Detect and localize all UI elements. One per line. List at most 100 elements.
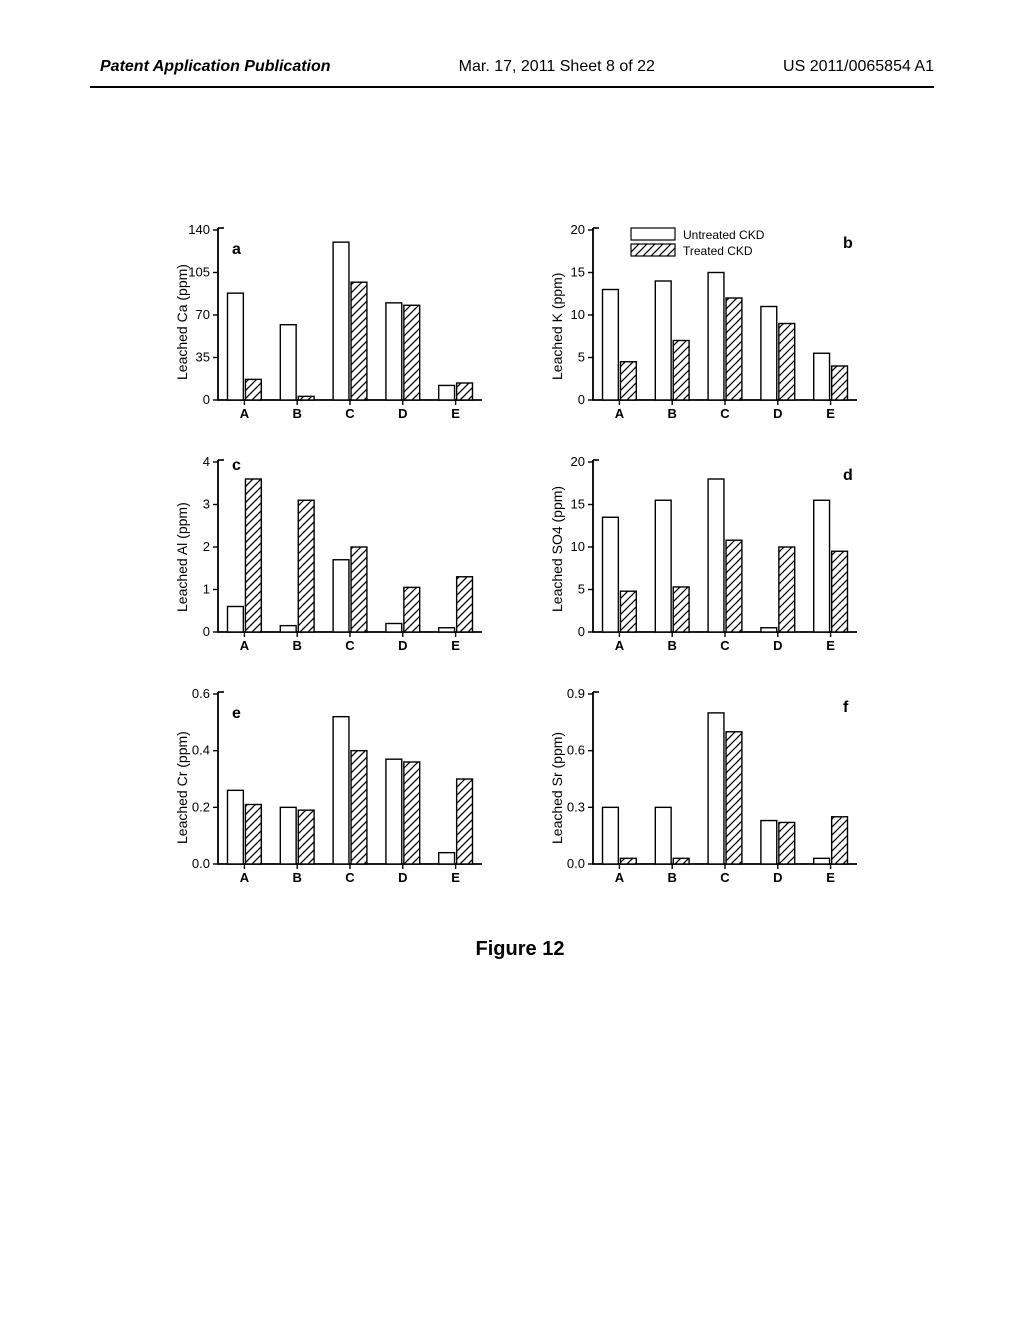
- chart-e: 0.00.20.40.6ABCDEeLeached Cr (ppm): [160, 684, 490, 894]
- bar-untreated-A: [228, 790, 244, 864]
- ylabel-d: Leached SO4 (ppm): [549, 486, 565, 612]
- panel-label-e: e: [232, 705, 241, 722]
- ytick-label: 0: [203, 392, 210, 407]
- panel-label-a: a: [232, 241, 241, 258]
- header-right: US 2011/0065854 A1: [783, 58, 934, 76]
- xtick-label: D: [773, 638, 782, 653]
- ytick-label: 10: [571, 539, 585, 554]
- legend-label-treated: Treated CKD: [683, 244, 753, 258]
- page: Patent Application Publication Mar. 17, …: [0, 0, 1024, 1320]
- bar-treated-E: [832, 817, 848, 864]
- chart-a: 03570105140ABCDEaLeached Ca (ppm): [160, 220, 490, 430]
- ytick-label: 1: [203, 582, 210, 597]
- chart-c: 01234ABCDEcLeached Al (ppm): [160, 452, 490, 662]
- xtick-label: E: [826, 870, 835, 885]
- xtick-label: B: [668, 406, 677, 421]
- bar-untreated-C: [708, 479, 724, 632]
- bar-treated-B: [298, 396, 314, 400]
- bar-treated-E: [832, 366, 848, 400]
- bar-untreated-A: [603, 290, 619, 401]
- xtick-label: A: [615, 870, 625, 885]
- bar-untreated-C: [708, 273, 724, 401]
- ytick-label: 3: [203, 497, 210, 512]
- bar-untreated-A: [603, 807, 619, 864]
- bar-treated-C: [351, 751, 367, 864]
- ytick-label: 0.3: [567, 799, 585, 814]
- legend-swatch-treated: [631, 244, 675, 256]
- bar-untreated-D: [761, 628, 777, 632]
- bar-untreated-A: [228, 293, 244, 400]
- bar-untreated-C: [333, 717, 349, 864]
- chart-e-svg: 0.00.20.40.6ABCDEe: [160, 684, 490, 894]
- bar-treated-D: [404, 305, 420, 400]
- xtick-label: C: [345, 638, 355, 653]
- bar-untreated-C: [333, 560, 349, 632]
- bar-treated-C: [351, 547, 367, 632]
- page-header: Patent Application Publication Mar. 17, …: [0, 58, 1024, 76]
- ytick-label: 15: [571, 265, 585, 280]
- xtick-label: C: [720, 406, 730, 421]
- bar-untreated-E: [814, 353, 830, 400]
- bar-untreated-D: [386, 759, 402, 864]
- ylabel-f: Leached Sr (ppm): [549, 732, 565, 844]
- bar-treated-D: [779, 324, 795, 401]
- xtick-label: A: [615, 638, 625, 653]
- ylabel-c: Leached Al (ppm): [174, 502, 190, 612]
- bar-untreated-C: [708, 713, 724, 864]
- ytick-label: 0.4: [192, 743, 210, 758]
- bar-treated-C: [351, 282, 367, 400]
- bar-treated-A: [620, 858, 636, 864]
- panel-label-d: d: [843, 467, 853, 484]
- bar-treated-A: [245, 479, 261, 632]
- chart-b: 05101520ABCDEbUntreated CKDTreated CKDLe…: [535, 220, 865, 430]
- xtick-label: E: [826, 638, 835, 653]
- bar-untreated-D: [761, 307, 777, 401]
- ytick-label: 20: [571, 222, 585, 237]
- bar-untreated-D: [761, 821, 777, 864]
- ytick-label: 105: [188, 265, 210, 280]
- bar-untreated-B: [280, 807, 296, 864]
- xtick-label: D: [773, 406, 782, 421]
- ytick-label: 0.0: [192, 856, 210, 871]
- ytick-label: 140: [188, 222, 210, 237]
- figure-12: 03570105140ABCDEaLeached Ca (ppm) 051015…: [160, 220, 880, 961]
- xtick-label: A: [240, 638, 250, 653]
- legend-label-untreated: Untreated CKD: [683, 228, 765, 242]
- xtick-label: B: [293, 406, 302, 421]
- bar-untreated-B: [280, 626, 296, 632]
- bar-treated-D: [779, 822, 795, 864]
- bar-treated-E: [457, 779, 473, 864]
- bar-treated-E: [457, 383, 473, 400]
- xtick-label: D: [398, 870, 407, 885]
- bar-untreated-B: [655, 807, 671, 864]
- bar-treated-B: [673, 341, 689, 401]
- bar-treated-A: [245, 805, 261, 865]
- ytick-label: 2: [203, 539, 210, 554]
- bar-untreated-E: [439, 628, 455, 632]
- ytick-label: 0.0: [567, 856, 585, 871]
- ylabel-e: Leached Cr (ppm): [174, 731, 190, 844]
- xtick-label: E: [451, 638, 460, 653]
- figure-caption: Figure 12: [160, 938, 880, 961]
- bar-untreated-D: [386, 624, 402, 633]
- chart-d: 05101520ABCDEdLeached SO4 (ppm): [535, 452, 865, 662]
- ytick-label: 5: [578, 350, 585, 365]
- ytick-label: 0: [203, 624, 210, 639]
- chart-a-svg: 03570105140ABCDEa: [160, 220, 490, 430]
- xtick-label: B: [668, 870, 677, 885]
- ytick-label: 0.2: [192, 799, 210, 814]
- ytick-label: 15: [571, 497, 585, 512]
- bar-untreated-B: [655, 281, 671, 400]
- bar-treated-B: [673, 858, 689, 864]
- xtick-label: B: [293, 870, 302, 885]
- xtick-label: C: [345, 870, 355, 885]
- bar-untreated-E: [439, 385, 455, 400]
- chart-b-svg: 05101520ABCDEbUntreated CKDTreated CKD: [535, 220, 865, 430]
- xtick-label: E: [451, 870, 460, 885]
- bar-treated-A: [620, 591, 636, 632]
- ytick-label: 35: [196, 350, 210, 365]
- bar-treated-A: [245, 379, 261, 400]
- legend-swatch-untreated: [631, 228, 675, 240]
- bar-treated-C: [726, 732, 742, 864]
- bar-treated-C: [726, 298, 742, 400]
